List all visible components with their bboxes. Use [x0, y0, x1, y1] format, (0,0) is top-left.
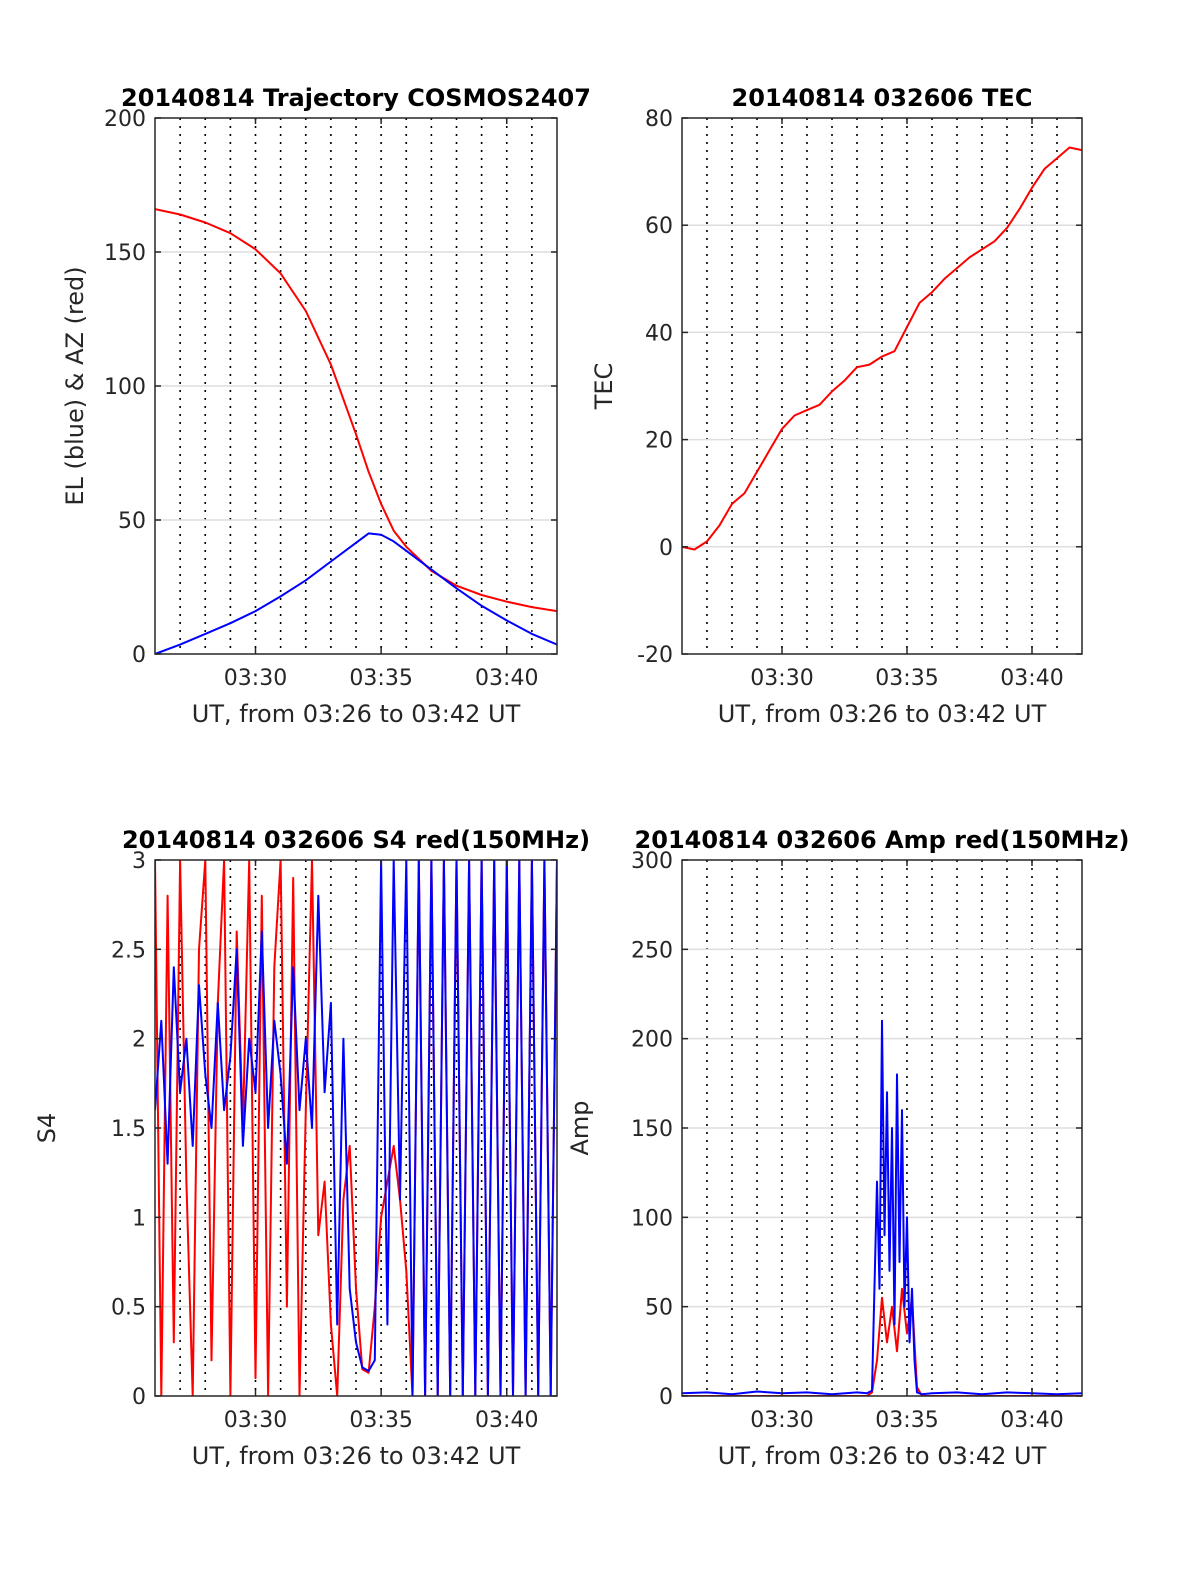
- y-tick-label: 100: [631, 1206, 673, 1231]
- x-axis-label: UT, from 03:26 to 03:42 UT: [192, 1442, 521, 1470]
- chart-title: 20140814 032606 TEC: [732, 84, 1033, 112]
- y-tick-label: 20: [645, 429, 673, 454]
- y-tick-label: 0: [132, 1385, 146, 1410]
- y-tick-label: 200: [104, 107, 146, 132]
- x-tick-label: 03:35: [349, 1408, 412, 1433]
- y-tick-label: 150: [104, 241, 146, 266]
- x-tick-label: 03:40: [1000, 1408, 1063, 1433]
- series-group: [682, 146, 1082, 551]
- y-axis-label: EL (blue) & AZ (red): [61, 266, 89, 505]
- axes-box: [681, 117, 1083, 655]
- y-tick-label: 0.5: [111, 1296, 146, 1321]
- y-tick-label: 3: [132, 849, 146, 874]
- chart-amp: 0 50 100 150 200 250 300 03:30 03:35 03:40 2014081…: [566, 826, 1129, 1470]
- y-tick-label: 250: [631, 938, 673, 963]
- series-line-red: [682, 146, 1082, 551]
- series-group: [155, 860, 557, 1396]
- x-tick-label: 03:30: [750, 1408, 813, 1433]
- y-axis-label: TEC: [590, 363, 618, 411]
- y-tick-label: 80: [645, 107, 673, 132]
- y-tick-label: 1.5: [111, 1117, 146, 1142]
- series-line-blue: [155, 532, 557, 654]
- y-tick-label: 200: [631, 1028, 673, 1053]
- x-tick-label: 03:30: [224, 1408, 287, 1433]
- series-line-red: [155, 208, 557, 613]
- chart-title: 20140814 Trajectory COSMOS2407: [121, 84, 591, 112]
- x-axis-label: UT, from 03:26 to 03:42 UT: [718, 1442, 1047, 1470]
- y-tick-label: 1: [132, 1206, 146, 1231]
- y-tick-label: 300: [631, 849, 673, 874]
- chart-s4: 0 0.5 1 1.5 2 2.5 3 03:30 03:35 03:40 20140814 032…: [33, 826, 590, 1470]
- chart-title: 20140814 032606 S4 red(150MHz): [122, 826, 590, 854]
- y-tick-label: 2.5: [111, 938, 146, 963]
- x-tick-label: 03:35: [875, 1408, 938, 1433]
- y-tick-label: 100: [104, 375, 146, 400]
- x-axis-label: UT, from 03:26 to 03:42 UT: [192, 700, 521, 728]
- chart-trajectory: 0 50 100 150 200 03:30 03:35 03:40 20140814 Traj…: [61, 84, 591, 728]
- x-tick-label: 03:35: [875, 666, 938, 691]
- y-tick-label: 50: [118, 509, 146, 534]
- series-group: [155, 208, 557, 654]
- series-line-blue: [682, 1019, 1082, 1396]
- y-tick-label: 0: [659, 536, 673, 561]
- y-tick-label: 150: [631, 1117, 673, 1142]
- y-tick-label: 50: [645, 1296, 673, 1321]
- y-tick-label: 40: [645, 321, 673, 346]
- y-tick-label: -20: [637, 643, 673, 668]
- x-tick-label: 03:40: [1000, 666, 1063, 691]
- x-tick-label: 03:40: [475, 1408, 538, 1433]
- series-group: [682, 1019, 1082, 1396]
- x-tick-label: 03:40: [475, 666, 538, 691]
- x-axis-label: UT, from 03:26 to 03:42 UT: [718, 700, 1047, 728]
- y-tick-label: 60: [645, 214, 673, 239]
- x-tick-label: 03:30: [224, 666, 287, 691]
- series-line-blue: [155, 860, 557, 1396]
- x-tick-label: 03:30: [750, 666, 813, 691]
- y-axis-label: S4: [33, 1113, 61, 1144]
- x-tick-label: 03:35: [349, 666, 412, 691]
- y-tick-label: 2: [132, 1028, 146, 1053]
- y-tick-label: 0: [132, 643, 146, 668]
- y-axis-label: Amp: [566, 1100, 594, 1155]
- chart-tec: -20 0 20 40 60 80 03:30 03:35 03:40 20140814 0326…: [590, 84, 1083, 728]
- y-tick-label: 0: [659, 1385, 673, 1410]
- chart-title: 20140814 032606 Amp red(150MHz): [635, 826, 1130, 854]
